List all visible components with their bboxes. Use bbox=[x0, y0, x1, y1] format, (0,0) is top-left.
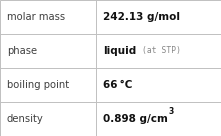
Text: liquid: liquid bbox=[103, 46, 136, 56]
Text: density: density bbox=[7, 114, 43, 124]
Text: (at STP): (at STP) bbox=[141, 47, 181, 55]
Text: 242.13 g/mol: 242.13 g/mol bbox=[103, 12, 180, 22]
Text: 66 °C: 66 °C bbox=[103, 80, 132, 90]
Text: 0.898 g/cm: 0.898 g/cm bbox=[103, 114, 168, 124]
Text: boiling point: boiling point bbox=[7, 80, 69, 90]
Text: molar mass: molar mass bbox=[7, 12, 65, 22]
Text: phase: phase bbox=[7, 46, 37, 56]
Text: 3: 3 bbox=[168, 107, 173, 116]
